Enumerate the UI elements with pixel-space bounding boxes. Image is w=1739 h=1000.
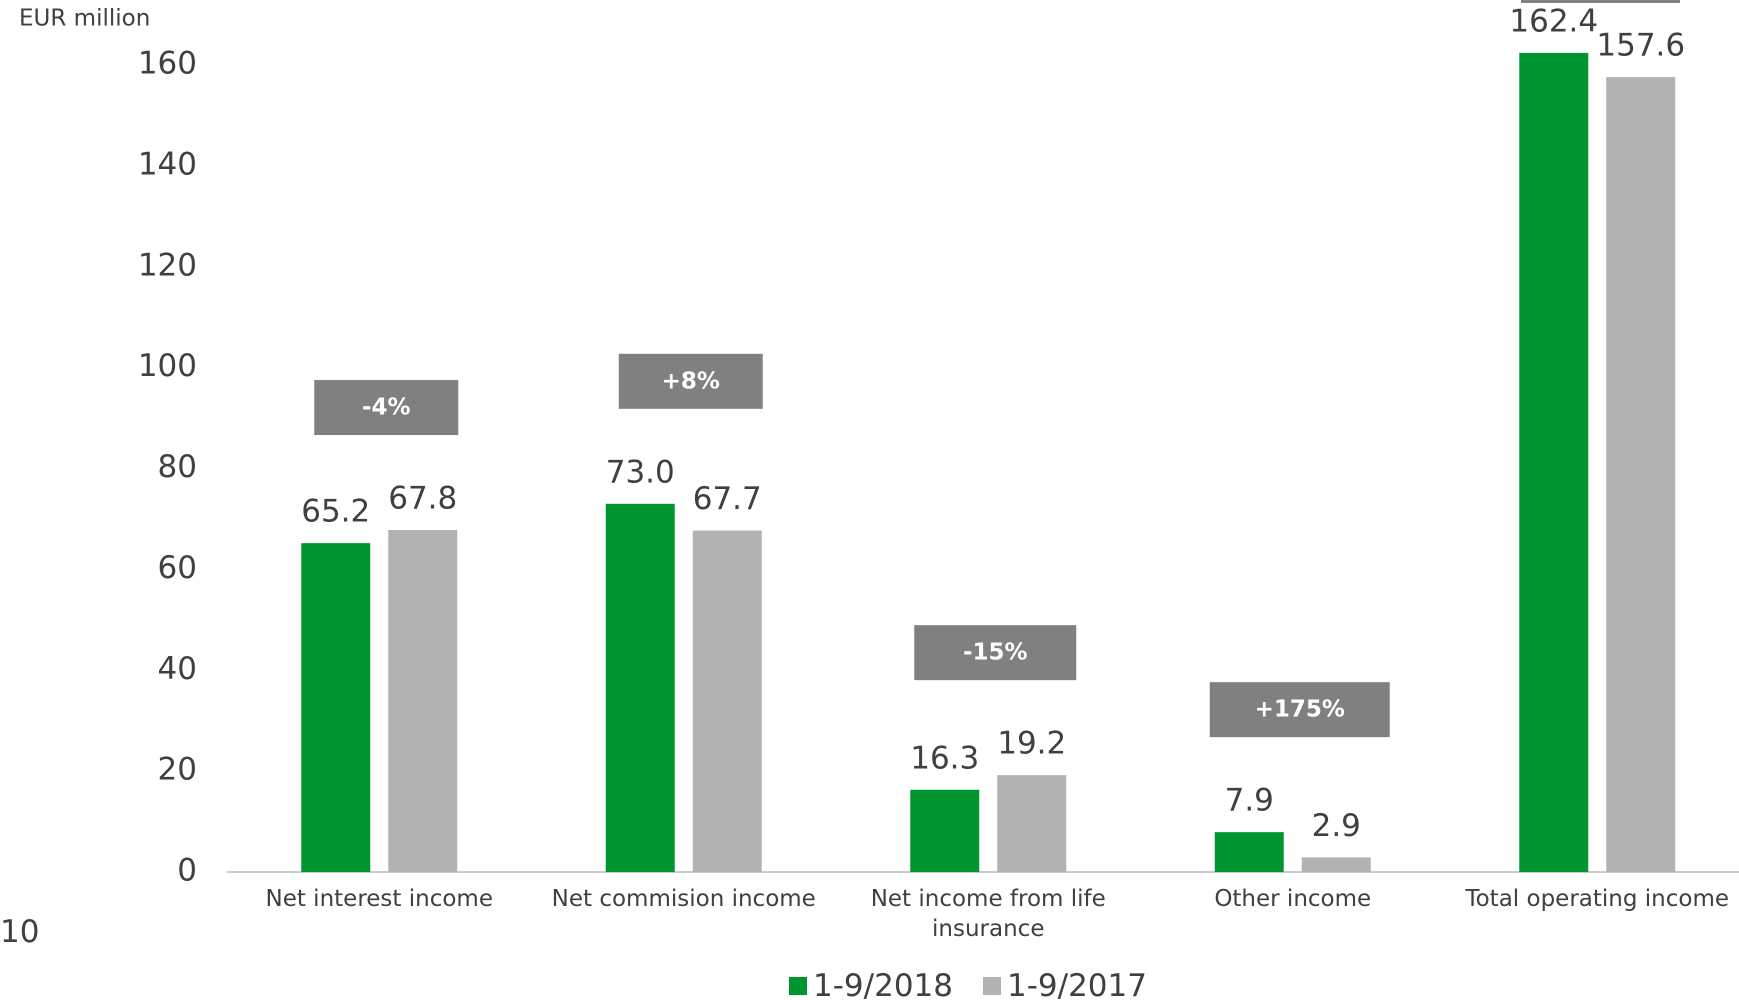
y-axis-label: EUR million	[19, 6, 150, 32]
annotation: +8%	[662, 368, 720, 394]
value-label: 67.7	[693, 481, 762, 517]
annotation-box	[314, 380, 459, 436]
annotation-box	[1521, 0, 1680, 3]
bar	[1301, 857, 1371, 872]
y-tick-label: 120	[138, 247, 197, 283]
annotation-box	[914, 625, 1077, 681]
annotation-box	[1209, 682, 1390, 738]
y-tick-label: 40	[158, 651, 197, 687]
legend-item: 1-9/2018	[789, 966, 953, 1000]
value-label: 2.9	[1312, 808, 1361, 844]
legend-label: 1-9/2018	[813, 968, 953, 1000]
bar	[1214, 832, 1284, 872]
value-label: 157.6	[1596, 28, 1685, 64]
legend-item: 1-9/2017	[983, 966, 1147, 1000]
value-label: 162.4	[1509, 3, 1598, 39]
x-tick-label-box: Net income from life insurance	[870, 886, 1106, 942]
y-tick-label: 100	[138, 348, 197, 384]
y-tick-label: 160	[138, 46, 197, 82]
value-label: 16.3	[910, 740, 979, 776]
bar	[301, 543, 371, 872]
bar	[1606, 77, 1676, 873]
x-tick-label: Net income from life insurance	[870, 886, 1106, 942]
annotation: -15%	[963, 640, 1028, 666]
y-tick-label: 60	[158, 550, 197, 586]
bar	[1519, 52, 1589, 872]
x-tick-label-box: Total operating income	[1465, 886, 1730, 912]
value-label: 73.0	[606, 454, 675, 490]
x-tick-label-box: Other income	[1214, 886, 1372, 912]
bar	[692, 530, 762, 872]
bar	[997, 775, 1067, 872]
value-label: 19.2	[997, 726, 1066, 762]
annotation: -4%	[362, 395, 411, 421]
annotation: +175%	[1255, 697, 1345, 723]
x-tick-label-box: Net interest income	[265, 886, 493, 912]
legend: 1-9/2018 1-9/2017	[0, 966, 1739, 1000]
legend-label: 1-9/2017	[1007, 968, 1147, 1000]
x-tick-label: Net interest income	[265, 886, 493, 912]
legend-swatch	[789, 977, 808, 995]
value-label: 65.2	[301, 494, 370, 530]
y-tick-label: 20	[158, 752, 197, 788]
x-tick-label: Total operating income	[1465, 886, 1730, 912]
y-tick-label: 0	[177, 853, 197, 889]
annotation-box	[618, 353, 763, 409]
x-tick-label: Net commision income	[551, 886, 816, 912]
bar	[605, 503, 675, 872]
value-label: 67.8	[388, 481, 457, 517]
value-label: 7.9	[1225, 783, 1274, 819]
x-tick-label-box: Net commision income	[551, 886, 816, 912]
bar	[910, 789, 980, 872]
bar	[388, 530, 458, 872]
y-tick-label: 80	[158, 449, 197, 485]
legend-swatch	[983, 977, 1001, 995]
y-tick-label: 140	[138, 146, 197, 182]
page-number: 10	[0, 914, 40, 950]
x-tick-label: Other income	[1214, 886, 1372, 912]
